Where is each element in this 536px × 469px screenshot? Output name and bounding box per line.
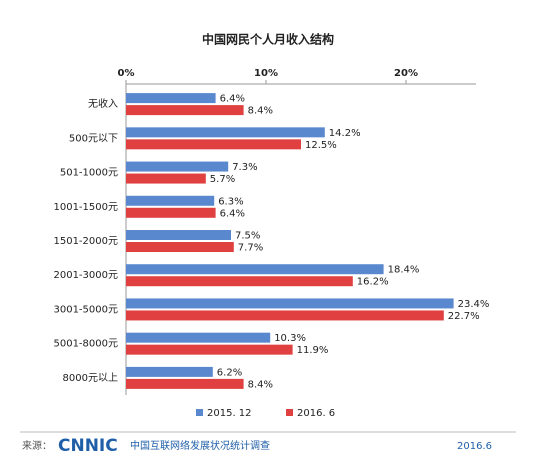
y-tick-label: 500元以下 [69,133,118,144]
chart-title: 中国网民个人月收入结构 [202,32,334,47]
bar [126,310,444,321]
y-tick-label: 无收入 [88,97,118,110]
y-tick-label: 5001-8000元 [53,339,118,350]
bar [126,127,325,138]
source-label: 来源： [22,439,52,452]
bar [126,93,216,104]
value-label: 22.7% [448,311,480,322]
value-label: 8.4% [248,379,273,390]
value-label: 23.4% [458,299,490,310]
y-tick-label: 501-1000元 [60,168,118,179]
x-tick-label: 10% [254,68,278,79]
bar [126,332,271,343]
value-label: 14.2% [329,128,361,139]
bar [126,242,234,252]
bar [126,264,384,275]
value-label: 16.2% [357,277,389,288]
bar [126,276,353,287]
bar [126,173,206,184]
bar [126,230,231,240]
value-label: 8.4% [248,106,273,117]
source: 中国互联网络发展状况统计调查 [130,439,270,452]
logo: CNNIC [58,436,118,456]
bar [126,298,454,309]
bar [126,139,301,150]
bar [126,195,215,206]
bar [126,378,244,389]
value-label: 11.9% [297,345,329,356]
value-label: 6.3% [218,196,243,207]
value-label: 10.3% [274,333,306,344]
value-label: 7.7% [238,243,263,254]
y-tick-label: 2001-3000元 [53,270,118,281]
value-label: 7.3% [232,162,257,173]
y-tick-label: 3001-5000元 [53,304,118,315]
bar [126,207,216,218]
legend-swatch [286,409,293,416]
value-label: 5.7% [210,174,235,185]
x-tick-label: 0% [118,68,135,79]
legend-label: 2015. 12 [207,408,252,419]
value-label: 6.2% [217,367,242,378]
value-label: 7.5% [235,231,260,242]
y-tick-label: 8000元以上 [63,372,118,384]
x-tick-label: 20% [394,68,418,79]
bar [126,105,244,116]
value-label: 6.4% [220,208,245,219]
y-tick-label: 1001-1500元 [53,202,118,213]
bar [126,366,213,377]
legend-label: 2016. 6 [297,408,335,419]
value-label: 18.4% [388,265,420,276]
y-tick-label: 1501-2000元 [53,236,118,247]
value-label: 6.4% [220,94,245,105]
bar [126,344,293,355]
date: 2016.6 [457,441,492,452]
legend-swatch [196,409,203,416]
value-label: 12.5% [305,140,337,151]
bar [126,161,229,172]
